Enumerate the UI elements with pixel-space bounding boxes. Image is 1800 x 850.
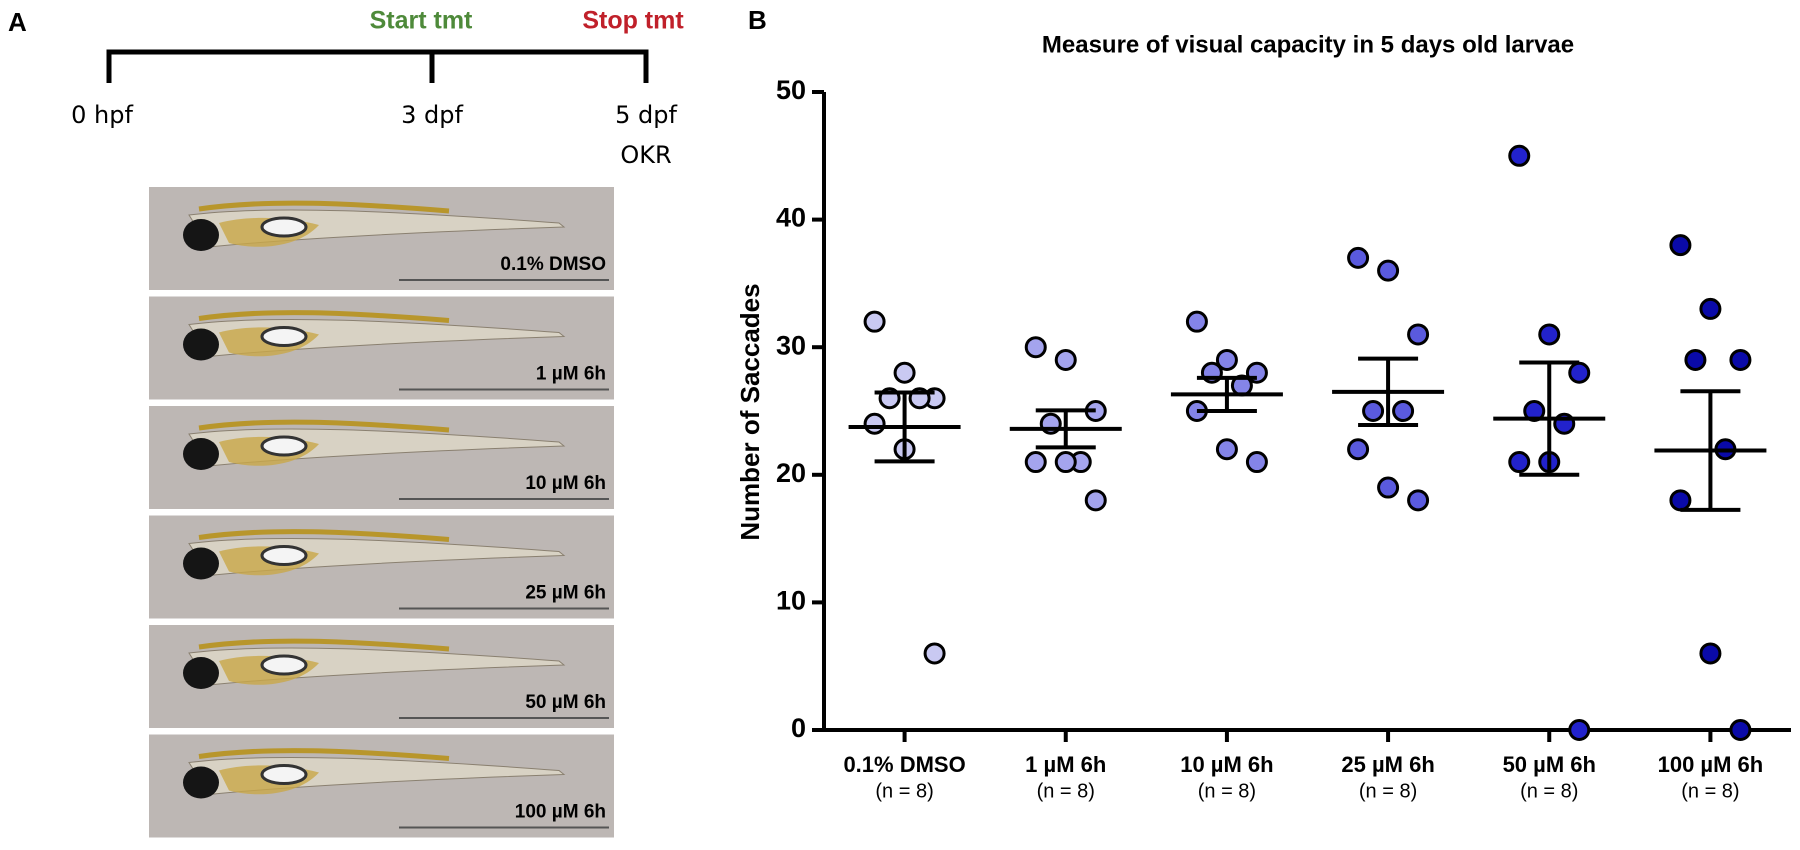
data-point — [863, 412, 886, 435]
data-point — [1377, 476, 1400, 499]
larva-bladder — [260, 216, 308, 238]
panel-letter: B — [748, 5, 767, 35]
y-tick-label: 20 — [776, 458, 806, 488]
image-label: 10 µM 6h — [525, 473, 606, 494]
data-point — [863, 310, 886, 333]
data-point — [1215, 438, 1238, 461]
chart-title: Measure of visual capacity in 5 days old… — [1042, 31, 1574, 58]
stop-label: Stop tmt — [582, 7, 684, 35]
larva-image: 0.1% DMSO — [149, 187, 614, 290]
x-tick-label: 25 µM 6h — [1341, 752, 1434, 777]
data-point — [1054, 348, 1077, 371]
data-point — [1508, 451, 1531, 474]
data-point — [1407, 323, 1430, 346]
plot: 0 10 20 30 40 50 0.1% DMSO (n = 8) 1 µM 6h (n = 8… — [776, 75, 1791, 802]
y-axis-label: Number of Saccades — [735, 283, 765, 540]
n-label: (n = 8) — [1037, 780, 1095, 802]
n-label: (n = 8) — [1681, 780, 1739, 802]
data-point — [1347, 246, 1370, 269]
panel-letter: A — [8, 7, 27, 37]
image-label: 0.1% DMSO — [500, 254, 606, 275]
data-point — [1347, 438, 1370, 461]
larva-back — [198, 419, 450, 433]
larva-bladder — [260, 654, 308, 676]
larva-back — [198, 200, 450, 214]
larva-eye — [183, 657, 219, 689]
data-point — [1729, 348, 1752, 371]
larva-bladder — [260, 326, 308, 347]
data-point — [1024, 451, 1047, 474]
larva-image: 1 µM 6h — [149, 296, 614, 400]
larva-back — [198, 310, 450, 323]
data-point — [1084, 489, 1107, 512]
larva-eye — [183, 438, 219, 470]
image-panel: 0.1% DMSO 1 µM 6h 10 µM 6h 25 µM 6h 50 µM 6h… — [149, 187, 614, 838]
image-label: 50 µM 6h — [525, 692, 606, 713]
larva-image: 50 µM 6h — [149, 625, 614, 728]
n-label: (n = 8) — [1359, 780, 1417, 802]
larva-image: 25 µM 6h — [149, 515, 614, 619]
larva-image: 100 µM 6h — [149, 734, 614, 838]
timeline — [106, 49, 649, 83]
larva-back — [198, 638, 450, 652]
data-point — [1508, 144, 1531, 167]
data-point — [1185, 310, 1208, 333]
data-point — [1699, 297, 1722, 320]
data-point — [923, 642, 946, 665]
data-point — [1538, 323, 1561, 346]
data-point — [1392, 400, 1415, 422]
data-point — [1245, 451, 1268, 474]
larva-image: 10 µM 6h — [149, 406, 614, 509]
n-label: (n = 8) — [1520, 780, 1578, 802]
start-label: Start tmt — [370, 7, 473, 35]
data-point — [1407, 489, 1430, 512]
timepoint: 3 dpf — [401, 101, 463, 129]
y-tick-label: 50 — [776, 75, 806, 105]
data-point — [1568, 361, 1591, 384]
data-point — [1684, 348, 1707, 371]
x-tick-label: 0.1% DMSO — [843, 752, 965, 777]
x-tick-label: 10 µM 6h — [1180, 752, 1273, 777]
larva-back — [198, 748, 450, 761]
data-point — [1362, 400, 1385, 422]
larva-back — [198, 529, 450, 542]
data-point — [1568, 719, 1591, 741]
y-tick-label: 40 — [776, 203, 806, 233]
data-point — [1377, 259, 1400, 282]
timeline-axis — [106, 49, 649, 83]
y-tick-label: 0 — [791, 713, 806, 743]
y-tick-label: 10 — [776, 586, 806, 616]
x-tick-label: 100 µM 6h — [1658, 752, 1764, 777]
data-point — [1054, 451, 1077, 474]
data-point — [1669, 489, 1692, 512]
larva-eye — [183, 766, 219, 799]
larva-bladder — [260, 545, 308, 566]
image-label: 25 µM 6h — [525, 583, 606, 604]
x-tick-label: 1 µM 6h — [1025, 752, 1106, 777]
larva-bladder — [260, 435, 308, 457]
data-point — [1669, 234, 1692, 257]
assay-label: OKR — [620, 141, 671, 169]
data-point — [1215, 348, 1238, 371]
n-label: (n = 8) — [875, 780, 933, 802]
n-label: (n = 8) — [1198, 780, 1256, 802]
larva-bladder — [260, 764, 308, 785]
image-label: 1 µM 6h — [536, 364, 606, 385]
larva-eye — [183, 547, 219, 580]
data-point — [1729, 719, 1752, 741]
data-point — [893, 361, 916, 384]
y-tick-label: 30 — [776, 330, 806, 360]
data-point — [1699, 642, 1722, 665]
larva-eye — [183, 328, 219, 361]
timepoint: 0 hpf — [71, 101, 133, 129]
timepoint: 5 dpf — [615, 101, 677, 129]
image-label: 100 µM 6h — [515, 802, 606, 823]
larva-eye — [183, 219, 219, 251]
data-point — [1024, 336, 1047, 359]
x-tick-label: 50 µM 6h — [1503, 752, 1596, 777]
